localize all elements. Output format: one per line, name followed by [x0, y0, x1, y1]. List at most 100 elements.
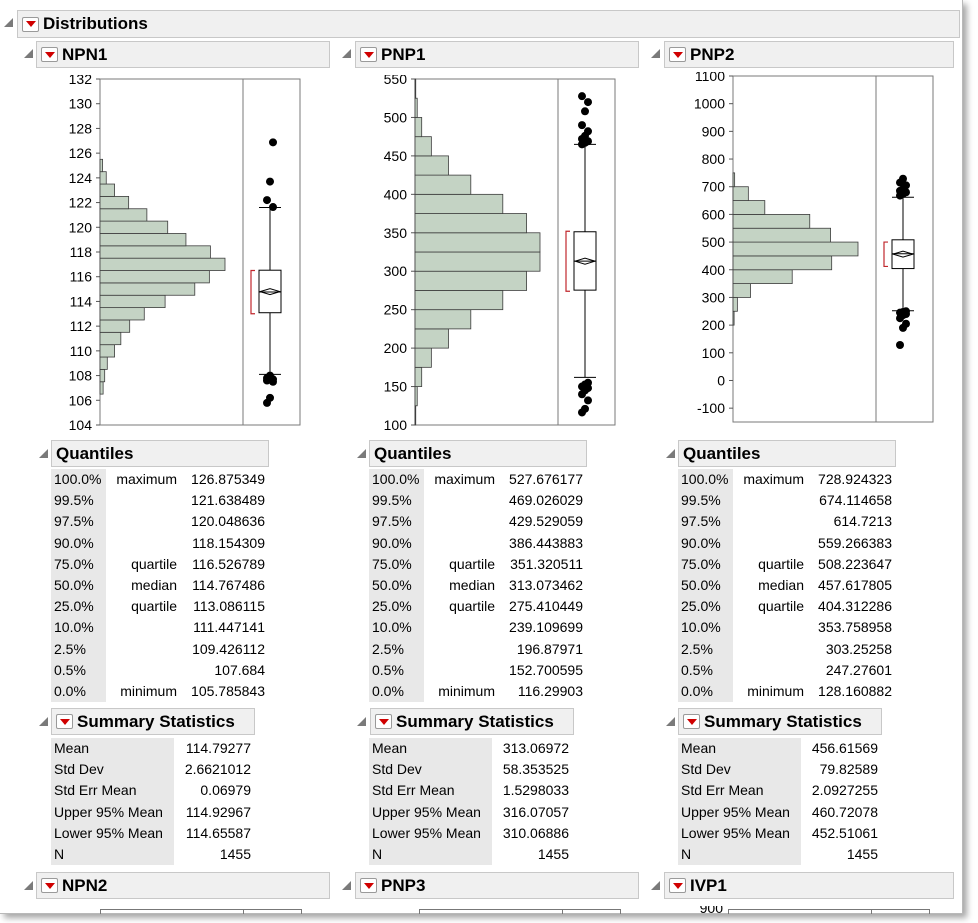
collapse-triangle-icon[interactable]: [39, 449, 48, 458]
histogram-bar: [414, 309, 472, 330]
quantile-value: 404.312286: [818, 598, 892, 615]
collapse-triangle-icon[interactable]: [39, 717, 48, 726]
histogram-bar: [99, 331, 122, 346]
collapse-triangle-icon[interactable]: [357, 449, 366, 458]
collapse-triangle-icon[interactable]: [4, 18, 13, 27]
histogram-bar: [414, 366, 423, 387]
red-triangle-icon: [686, 718, 697, 725]
quantile-percent: 2.5%: [369, 638, 424, 660]
summary-menu-button[interactable]: [683, 714, 700, 729]
axis-tick-label: 122: [69, 195, 93, 211]
quantile-value: 469.026029: [509, 492, 583, 509]
red-triangle-icon: [363, 882, 374, 889]
distribution-plot[interactable]: 100 150 200 250 300 350 400 450 500 550: [370, 75, 630, 435]
quantile-value: 313.073462: [509, 576, 583, 593]
summary-menu-button[interactable]: [56, 714, 73, 729]
axis-tick-label: 1100: [695, 72, 725, 84]
summary-value: 313.06972: [502, 740, 569, 756]
quantiles-header: Quantiles: [369, 440, 587, 467]
summary-menu-button[interactable]: [375, 714, 392, 729]
quantile-percent: 0.0%: [51, 680, 106, 703]
quantile-percent: 0.5%: [51, 659, 106, 681]
quantile-value: 303.25258: [825, 640, 892, 657]
axis-tick-label: 106: [69, 392, 93, 408]
axis-tick-label: 112: [70, 318, 93, 334]
variable-menu-button[interactable]: [41, 878, 58, 893]
quantile-value: 120.048636: [191, 513, 265, 530]
summary-value: 0.06979: [200, 782, 251, 799]
variable-menu-button[interactable]: [669, 878, 686, 893]
summary-row: Lower 95% Mean 452.51061: [678, 822, 882, 844]
axis-tick-label: 450: [384, 148, 408, 164]
summary-label: Std Dev: [369, 759, 492, 781]
histogram-bar: [414, 97, 418, 118]
axis-tick-label: 110: [70, 343, 93, 359]
quantile-label: quartile: [758, 555, 804, 572]
quantile-row: 75.0% quartile 508.223647: [678, 553, 896, 575]
report-window: Distributions NPN1 104 106 108 110 112 114 116…: [0, 0, 963, 914]
histogram-bar: [732, 283, 751, 298]
axis-tick-label: 500: [384, 109, 408, 125]
collapse-triangle-icon[interactable]: [342, 49, 351, 58]
summary-label: Upper 95% Mean: [369, 801, 492, 823]
quantile-label: maximum: [116, 471, 177, 487]
summary-row: Lower 95% Mean 114.65587: [51, 822, 255, 844]
red-triangle-icon: [672, 882, 683, 889]
variable-menu-button[interactable]: [360, 47, 377, 62]
shortest-half-bracket: [565, 230, 570, 292]
summary-value: 1455: [537, 845, 569, 862]
quantile-value: 111.447141: [193, 619, 265, 636]
axis-tick-label: 120: [69, 219, 93, 235]
histogram-bar: [732, 200, 766, 215]
quantile-label: maximum: [743, 471, 804, 487]
collapse-triangle-icon[interactable]: [357, 717, 366, 726]
variable-menu-button[interactable]: [360, 878, 377, 893]
histogram-bar: [732, 213, 811, 229]
histogram-bar: [99, 257, 226, 271]
distributions-title: Distributions: [43, 14, 148, 33]
distributions-menu-button[interactable]: [22, 16, 39, 32]
quantile-row: 100.0% maximum 126.875349: [51, 469, 269, 491]
axis-tick-label: 0: [717, 372, 725, 388]
axis-tick-label: 108: [69, 368, 93, 384]
quantile-percent: 25.0%: [369, 596, 424, 618]
histogram-bar: [99, 171, 107, 185]
outlier-point: [269, 138, 277, 147]
quantile-percent: 50.0%: [369, 574, 424, 597]
quantile-row: 90.0% 118.154309: [51, 532, 269, 554]
axis-tick-label: 124: [69, 170, 93, 186]
collapse-triangle-icon[interactable]: [24, 49, 33, 58]
quantile-percent: 97.5%: [369, 511, 424, 533]
quantile-percent: 2.5%: [51, 638, 106, 660]
summary-value: 114.92967: [185, 803, 251, 820]
quantile-percent: 0.5%: [369, 659, 424, 681]
collapse-triangle-icon[interactable]: [342, 881, 351, 890]
quantile-row: 99.5% 674.114658: [678, 490, 896, 512]
distribution-plot[interactable]: -100 0 100 200 300 400 500 600 700 800 900 1000 1100: [688, 72, 948, 432]
quantile-row: 25.0% quartile 275.410449: [369, 596, 587, 618]
distribution-plot[interactable]: 104 106 108 110 112 114 116 118 120 122 124 126 128 1…: [55, 75, 315, 435]
variable-title: NPN1: [62, 44, 108, 64]
quantile-value: 114.767486: [192, 576, 265, 593]
variable-menu-button[interactable]: [669, 47, 686, 62]
quantile-label: quartile: [449, 555, 495, 572]
quantile-row: 97.5% 614.7213: [678, 511, 896, 533]
axis-tick-label: 800: [702, 151, 726, 167]
histogram-bar: [414, 290, 504, 311]
collapse-triangle-icon[interactable]: [24, 881, 33, 890]
collapse-triangle-icon[interactable]: [651, 881, 660, 890]
variable-menu-button[interactable]: [41, 47, 58, 62]
summary-value: 114.79277: [185, 740, 251, 756]
distributions-header: Distributions: [17, 10, 960, 38]
summary-row: N 1455: [51, 843, 255, 866]
quantile-percent: 99.5%: [51, 490, 106, 512]
summary-row: Std Err Mean 2.0927255: [678, 780, 882, 802]
histogram-bar: [99, 195, 130, 210]
collapse-triangle-icon[interactable]: [666, 717, 675, 726]
quantile-value: 275.410449: [509, 598, 583, 615]
axis-tick-label: 150: [384, 379, 408, 395]
axis-tick-label: 400: [384, 186, 408, 202]
plot-frame-partial: [728, 909, 930, 914]
collapse-triangle-icon[interactable]: [666, 449, 675, 458]
collapse-triangle-icon[interactable]: [651, 49, 660, 58]
